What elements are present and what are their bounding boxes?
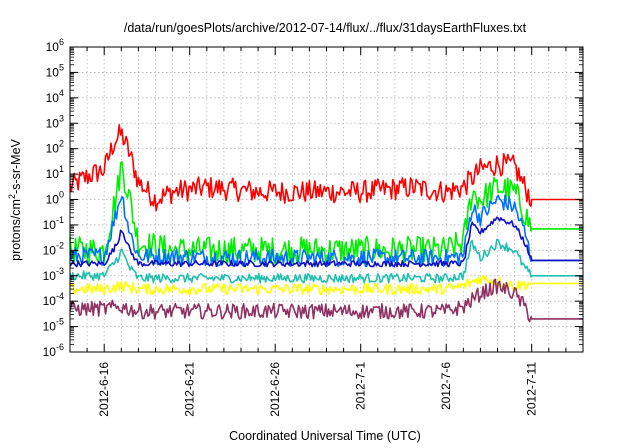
y-tick-label: 10-1: [43, 215, 64, 232]
y-tick-label-base: 10: [43, 243, 57, 257]
y-tick-label-base: 10: [43, 218, 57, 232]
y-tick-label-exp: -1: [56, 215, 64, 225]
x-tick-label: 2012-7-11: [525, 362, 539, 416]
y-tick-label-exp: -3: [56, 266, 64, 276]
y-tick-label-base: 10: [46, 91, 60, 105]
y-tick-label-exp: 1: [59, 164, 64, 174]
y-tick-label-exp: 5: [59, 62, 64, 72]
y-tick-label-base: 10: [46, 193, 60, 207]
y-tick-label-base: 10: [43, 345, 57, 359]
y-tick-label-exp: 6: [59, 37, 64, 47]
y-tick-label: 10-6: [43, 342, 64, 359]
x-tick-label: 2012-7-6: [439, 362, 453, 410]
y-tick-label-base: 10: [43, 294, 57, 308]
y-tick-label: 104: [46, 88, 64, 105]
y-tick-label-exp: 2: [59, 139, 64, 149]
series-line-4: [69, 238, 583, 284]
series-line-0: [69, 124, 583, 212]
series-line-6: [69, 278, 583, 323]
y-tick-label: 10-4: [43, 291, 64, 308]
y-tick-label-base: 10: [43, 269, 57, 283]
y-tick-label-exp: -5: [56, 317, 64, 327]
y-tick-label-exp: -4: [56, 291, 64, 301]
y-tick-label: 106: [46, 37, 64, 54]
series-line-3: [69, 216, 583, 268]
x-tick-label: 2012-6-21: [183, 362, 197, 417]
chart-title: /data/run/goesPlots/archive/2012-07-14/f…: [124, 21, 527, 35]
y-tick-label: 10-2: [43, 240, 64, 257]
y-tick-label-base: 10: [43, 320, 57, 334]
y-tick-label: 101: [46, 164, 64, 181]
y-tick-label: 100: [46, 190, 64, 207]
y-tick-label-exp: 0: [59, 190, 64, 200]
y-axis-label: protons/cm2-s-sr-MeV: [7, 138, 23, 260]
series-line-2: [69, 194, 583, 268]
x-axis-label: Coordinated Universal Time (UTC): [229, 429, 421, 443]
y-tick-label-base: 10: [46, 40, 60, 54]
y-tick-label-base: 10: [46, 167, 60, 181]
y-tick-label: 10-5: [43, 317, 64, 334]
y-tick-label-exp: -2: [56, 240, 64, 250]
series-line-5: [69, 274, 583, 296]
y-tick-label-base: 10: [46, 65, 60, 79]
y-tick-label: 102: [46, 139, 64, 156]
x-axis-ticks: 2012-6-16 2012-6-21 2012-6-26 2012-7-1 2012-…: [69, 47, 584, 417]
y-tick-label: 10-3: [43, 266, 64, 283]
x-tick-label: 2012-6-16: [97, 362, 111, 417]
x-tick-label: 2012-6-26: [268, 362, 282, 417]
y-tick-label: 105: [46, 62, 64, 79]
y-tick-label-base: 10: [46, 116, 60, 130]
y-axis-ticks: 10-610-510-410-310-210-11001011021031041…: [43, 37, 583, 359]
y-tick-label-exp: 4: [59, 88, 64, 98]
y-tick-label-exp: 3: [59, 113, 64, 123]
y-tick-label: 103: [46, 113, 64, 130]
y-tick-label-exp: -6: [56, 342, 64, 352]
y-tick-label-base: 10: [46, 142, 60, 156]
x-tick-label: 2012-7-1: [354, 362, 368, 410]
series-layer: [69, 124, 583, 323]
